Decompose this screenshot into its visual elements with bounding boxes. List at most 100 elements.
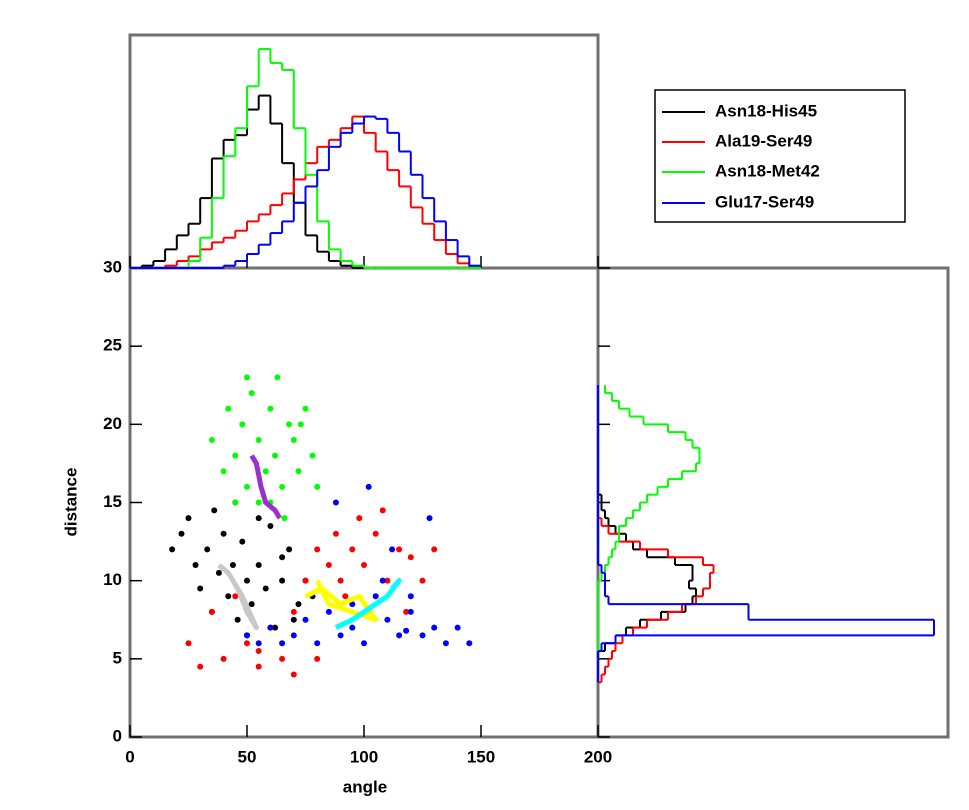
scatter-point bbox=[248, 601, 255, 608]
scatter-point bbox=[244, 640, 250, 647]
scatter-point bbox=[239, 421, 246, 428]
scatter-point bbox=[185, 515, 192, 522]
scatter-point bbox=[255, 499, 262, 506]
scatter-point bbox=[290, 608, 297, 615]
scatter-point bbox=[267, 624, 274, 631]
y-tick-label: 20 bbox=[103, 414, 122, 433]
y-tick-label: 25 bbox=[103, 336, 122, 355]
scatter-point bbox=[255, 562, 262, 569]
scatter-point bbox=[419, 577, 426, 584]
scatter-point bbox=[309, 452, 316, 459]
scatter-point bbox=[255, 663, 262, 670]
scatter-point bbox=[279, 483, 286, 490]
scatter-point bbox=[220, 655, 227, 662]
scatter-point bbox=[384, 616, 391, 623]
scatter-point bbox=[454, 624, 461, 631]
scatter-point bbox=[314, 546, 321, 553]
scatter-point bbox=[229, 562, 236, 569]
scatter-point bbox=[396, 632, 403, 639]
right-panel-frame bbox=[596, 266, 950, 739]
scatter-point bbox=[220, 468, 227, 475]
scatter-point bbox=[431, 624, 438, 631]
scatter-point bbox=[178, 530, 185, 537]
scatter-point bbox=[232, 452, 239, 459]
legend-label: Ala19-Ser49 bbox=[715, 131, 812, 150]
scatter-point bbox=[262, 468, 269, 475]
x-tick-label: 200 bbox=[584, 747, 612, 766]
trajectory bbox=[217, 563, 259, 631]
scatter-point bbox=[314, 483, 321, 490]
scatter-point bbox=[197, 663, 204, 670]
scatter-point bbox=[279, 577, 286, 584]
scatter-point bbox=[302, 577, 309, 584]
y-tick-label: 0 bbox=[113, 726, 122, 745]
scatter-point bbox=[185, 640, 192, 647]
scatter-point bbox=[255, 648, 262, 655]
x-tick-label: 100 bbox=[350, 747, 378, 766]
scatter-point bbox=[239, 538, 246, 545]
scatter-point bbox=[349, 601, 356, 608]
scatter-point bbox=[290, 632, 297, 639]
scatter-point bbox=[248, 390, 255, 397]
scatter-point bbox=[267, 405, 274, 412]
y-axis-label: distance bbox=[61, 468, 80, 537]
scatter-point bbox=[215, 569, 222, 576]
x-tick-label: 150 bbox=[467, 747, 495, 766]
scatter-point bbox=[332, 530, 339, 537]
scatter-point bbox=[232, 499, 239, 506]
scatter-point bbox=[234, 616, 241, 623]
scatter-point bbox=[302, 616, 309, 623]
top-panel-frame bbox=[128, 33, 600, 268]
scatter-point bbox=[255, 436, 262, 443]
legend-label: Glu17-Ser49 bbox=[715, 192, 814, 211]
scatter-point bbox=[365, 483, 372, 490]
scatter-point bbox=[372, 593, 379, 600]
y-tick-label: 10 bbox=[103, 570, 122, 589]
scatter-point bbox=[356, 515, 363, 522]
scatter-point bbox=[279, 655, 286, 662]
scatter-point bbox=[169, 546, 176, 553]
trajectory bbox=[249, 454, 282, 520]
scatter-point bbox=[407, 608, 414, 615]
scatter-point bbox=[372, 530, 379, 537]
scatter-point bbox=[244, 632, 250, 639]
scatter-point bbox=[314, 655, 321, 662]
scatter-point bbox=[267, 522, 274, 529]
y-tick-label: 5 bbox=[113, 648, 122, 667]
scatter-point bbox=[389, 546, 396, 553]
scatter-point bbox=[204, 546, 211, 553]
scatter-point bbox=[361, 640, 367, 647]
scatter-point bbox=[244, 483, 250, 490]
scatter-point bbox=[208, 436, 215, 443]
scatter-point bbox=[232, 593, 239, 600]
scatter-point bbox=[332, 499, 339, 506]
scatter-point bbox=[314, 640, 321, 647]
scatter-point bbox=[192, 562, 199, 569]
scatter-point bbox=[379, 577, 386, 584]
scatter-point bbox=[342, 593, 349, 600]
scatter-point bbox=[290, 616, 297, 623]
scatter-point bbox=[384, 577, 391, 584]
scatter-point bbox=[281, 515, 288, 522]
scatter-point bbox=[211, 507, 218, 514]
scatter-point bbox=[379, 507, 386, 514]
scatter-point bbox=[426, 515, 433, 522]
scatter-point bbox=[403, 608, 410, 615]
x-axis-label: angle bbox=[343, 777, 387, 796]
scatter-point bbox=[297, 421, 304, 428]
y-tick-label: 30 bbox=[103, 257, 122, 276]
legend-label: Asn18-Met42 bbox=[715, 161, 820, 180]
y-tick-label: 15 bbox=[103, 492, 122, 511]
scatter-point bbox=[337, 632, 344, 639]
scatter-point bbox=[302, 405, 309, 412]
scatter-point bbox=[225, 593, 232, 600]
scatter-point bbox=[262, 585, 269, 592]
scatter-point bbox=[274, 374, 281, 381]
scatter-point bbox=[442, 640, 449, 647]
scatter-point bbox=[349, 624, 356, 631]
scatter-point bbox=[431, 546, 438, 553]
trajectory bbox=[334, 578, 402, 630]
scatter-point bbox=[225, 405, 232, 412]
